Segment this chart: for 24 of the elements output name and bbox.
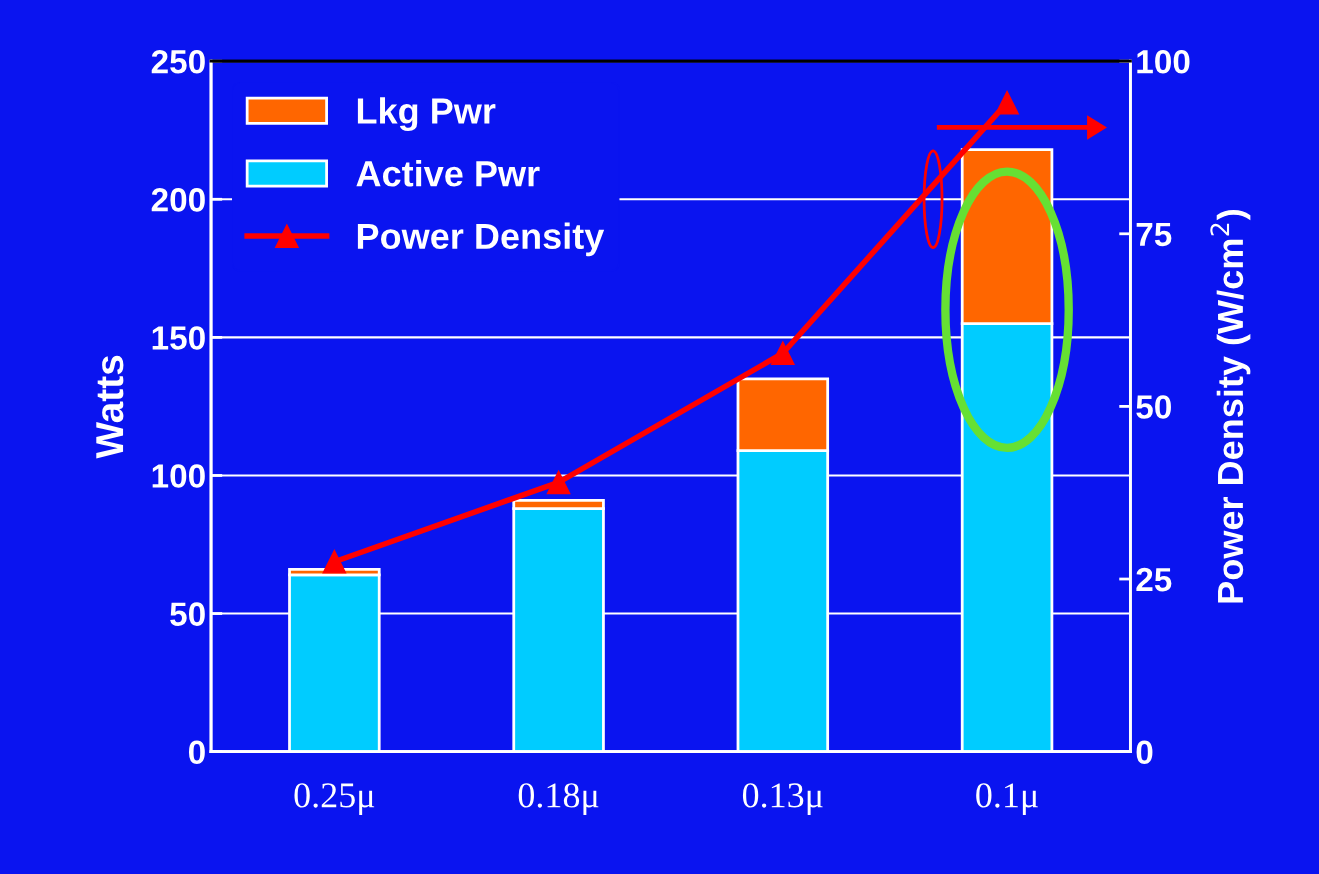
point [771,341,795,366]
y-tick-label: 250 [151,49,205,74]
y2-axis-title: Power Density (W/cm$^{2}$) [1210,209,1251,603]
legend-label: Active Pwr [356,160,540,187]
y-axis-title: Watts [96,355,124,459]
y2-tick-label: 0 [1136,740,1153,765]
x-tick-label: 0.1μ [976,783,1038,815]
legend-label: Lkg Pwr [357,97,496,132]
x-tick-label: 0.25μ [294,783,375,815]
y2-tick-label: 75 [1136,222,1172,247]
y2-tick-label: 50 [1136,395,1171,419]
legend-label: Power Density [357,222,605,257]
y-tick-label: 50 [170,602,205,626]
y-tick-label: 0 [188,740,205,765]
point [322,549,347,574]
point [546,470,571,495]
x-tick-label: 0.18μ [518,783,599,815]
y-tick-label: 150 [152,326,205,350]
point [995,90,1019,115]
y2-tick-label: 100 [1137,49,1190,74]
x-tick-label: 0.13μ [742,783,823,815]
y-tick-label: 200 [151,188,205,212]
y-tick-label: 100 [152,464,205,488]
y2-tick-label: 25 [1136,567,1172,592]
